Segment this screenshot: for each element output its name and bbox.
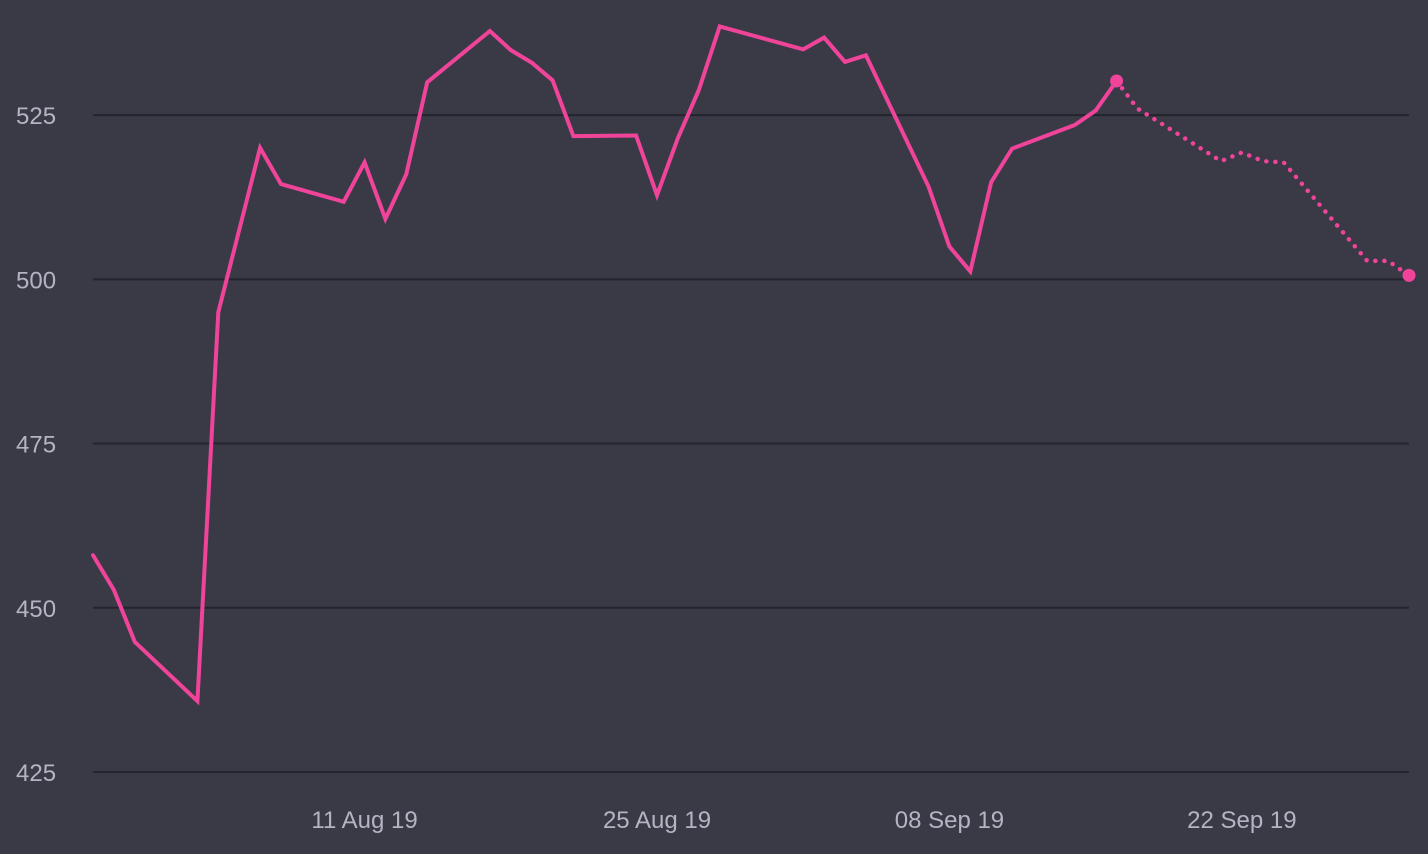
forecast-end-marker bbox=[1402, 268, 1416, 282]
series-lines bbox=[91, 23, 1412, 706]
actual-end-marker bbox=[1110, 74, 1124, 88]
y-tick-label: 500 bbox=[16, 267, 56, 294]
x-tick-label: 25 Aug 19 bbox=[603, 807, 711, 834]
y-axis-ticks: 425 450 475 500 525 bbox=[16, 103, 56, 787]
x-tick-label: 08 Sep 19 bbox=[895, 807, 1004, 834]
y-tick-label: 425 bbox=[16, 760, 56, 787]
y-tick-label: 475 bbox=[16, 432, 56, 459]
forecast-series-line bbox=[1114, 78, 1412, 278]
x-axis-ticks: 11 Aug 19 25 Aug 19 08 Sep 19 22 Sep 19 bbox=[311, 807, 1296, 834]
x-tick-label: 22 Sep 19 bbox=[1187, 807, 1296, 834]
y-tick-label: 450 bbox=[16, 596, 56, 623]
gridlines bbox=[93, 114, 1409, 773]
series-markers bbox=[1110, 74, 1416, 282]
y-tick-label: 525 bbox=[16, 103, 56, 130]
actual-series-line bbox=[91, 23, 1119, 706]
x-tick-label: 11 Aug 19 bbox=[311, 807, 417, 834]
